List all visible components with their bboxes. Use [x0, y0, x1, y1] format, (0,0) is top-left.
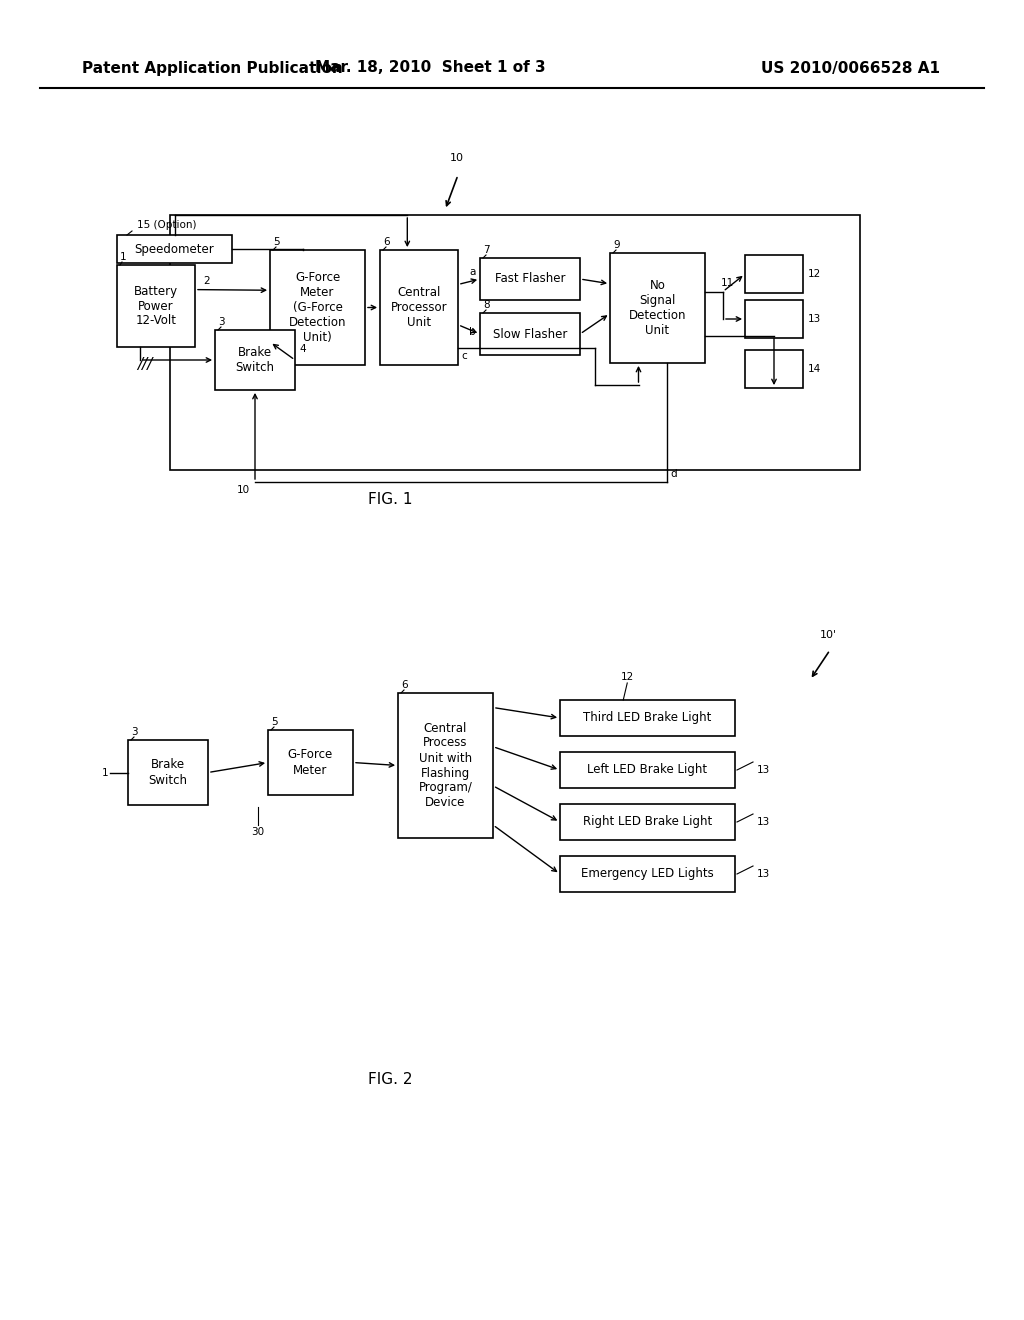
Bar [560, 804, 735, 840]
Text: Brake
Switch: Brake Switch [148, 759, 187, 787]
Text: 12: 12 [622, 672, 635, 682]
Text: b: b [469, 327, 476, 337]
Text: Central
Processor
Unit: Central Processor Unit [391, 286, 447, 329]
Bar [610, 253, 705, 363]
Text: No
Signal
Detection
Unit: No Signal Detection Unit [629, 279, 686, 337]
Text: 8: 8 [483, 300, 489, 310]
Text: Patent Application Publication: Patent Application Publication [82, 61, 343, 75]
Bar [117, 265, 195, 347]
Text: Battery
Power
12-Volt: Battery Power 12-Volt [134, 285, 178, 327]
Text: 5: 5 [271, 717, 278, 727]
Text: Emergency LED Lights: Emergency LED Lights [582, 867, 714, 880]
Text: Slow Flasher: Slow Flasher [493, 327, 567, 341]
Text: 2: 2 [203, 276, 210, 285]
Text: 10: 10 [450, 153, 464, 162]
Text: 6: 6 [401, 680, 408, 690]
Text: 1: 1 [120, 252, 127, 261]
Bar [398, 693, 493, 838]
Text: G-Force
Meter: G-Force Meter [288, 748, 333, 776]
Bar [745, 350, 803, 388]
Text: 4: 4 [299, 345, 305, 354]
Bar [480, 313, 580, 355]
Text: 5: 5 [273, 238, 280, 247]
Text: d: d [670, 469, 677, 479]
Bar [745, 255, 803, 293]
Text: Mar. 18, 2010  Sheet 1 of 3: Mar. 18, 2010 Sheet 1 of 3 [314, 61, 546, 75]
Text: Left LED Brake Light: Left LED Brake Light [588, 763, 708, 776]
Text: a: a [470, 267, 476, 277]
Bar [270, 249, 365, 366]
Bar [117, 235, 232, 263]
Text: 7: 7 [483, 246, 489, 255]
Bar [560, 700, 735, 737]
Text: US 2010/0066528 A1: US 2010/0066528 A1 [761, 61, 940, 75]
Text: FIG. 1: FIG. 1 [368, 492, 413, 507]
Bar [560, 855, 735, 892]
Text: 13: 13 [757, 817, 770, 828]
Text: 13: 13 [757, 766, 770, 775]
Text: 15 (Option): 15 (Option) [137, 220, 197, 230]
Text: Third LED Brake Light: Third LED Brake Light [584, 711, 712, 725]
Bar [268, 730, 353, 795]
Text: G-Force
Meter
(G-Force
Detection
Unit): G-Force Meter (G-Force Detection Unit) [289, 271, 346, 345]
Bar [380, 249, 458, 366]
Text: 13: 13 [757, 869, 770, 879]
Text: Fast Flasher: Fast Flasher [495, 272, 565, 285]
Bar [480, 257, 580, 300]
Text: ///: /// [137, 358, 153, 372]
Text: FIG. 2: FIG. 2 [368, 1072, 413, 1088]
Text: Right LED Brake Light: Right LED Brake Light [583, 816, 712, 829]
Bar [215, 330, 295, 389]
Text: 11: 11 [721, 277, 734, 288]
Bar [560, 752, 735, 788]
Text: 10': 10' [820, 630, 838, 640]
Text: Brake
Switch: Brake Switch [236, 346, 274, 374]
Text: 1: 1 [101, 767, 108, 777]
Text: 10: 10 [237, 484, 250, 495]
Bar [170, 215, 860, 470]
Text: Speedometer: Speedometer [134, 243, 214, 256]
Text: 30: 30 [252, 828, 264, 837]
Bar [128, 741, 208, 805]
Text: 13: 13 [808, 314, 821, 323]
Text: 9: 9 [613, 240, 620, 249]
Text: 3: 3 [218, 317, 224, 327]
Bar [745, 300, 803, 338]
Text: 6: 6 [383, 238, 389, 247]
Text: c: c [461, 351, 467, 360]
Text: 14: 14 [808, 364, 821, 374]
Text: 12: 12 [808, 269, 821, 279]
Text: 3: 3 [131, 727, 137, 737]
Text: Central
Process
Unit with
Flashing
Program/
Device: Central Process Unit with Flashing Progr… [419, 722, 472, 809]
